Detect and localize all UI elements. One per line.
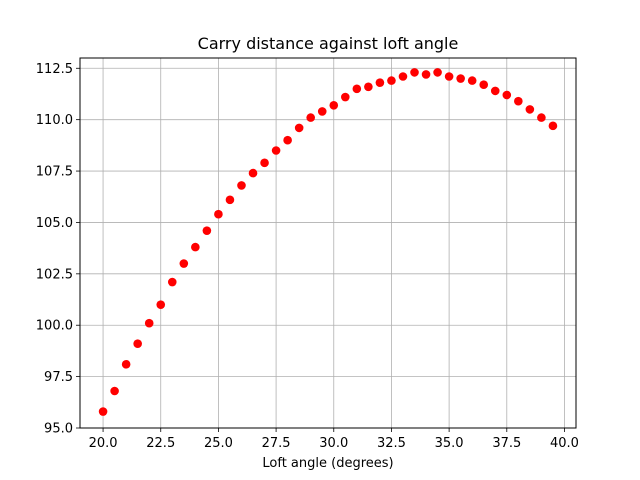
x-axis-label: Loft angle (degrees) — [262, 456, 393, 471]
data-point — [202, 226, 212, 235]
data-point — [179, 259, 189, 268]
data-point — [364, 82, 373, 92]
data-point — [375, 78, 385, 87]
data-point — [479, 80, 489, 90]
data-point — [237, 181, 246, 190]
y-tick-label: 110.0 — [36, 113, 73, 128]
data-point — [537, 113, 546, 122]
data-point — [525, 105, 535, 114]
data-point — [387, 76, 396, 85]
data-point — [502, 90, 512, 100]
data-point — [248, 168, 258, 178]
data-point — [317, 107, 327, 116]
data-point — [98, 407, 108, 416]
x-tick-label: 20.0 — [89, 436, 118, 451]
data-point — [225, 195, 235, 205]
x-tick-label: 27.5 — [262, 436, 291, 451]
plot-frame — [79, 57, 577, 429]
x-tick-label: 37.5 — [492, 436, 521, 451]
y-tick-label: 112.5 — [36, 62, 73, 77]
x-tick-label: 40.0 — [550, 436, 579, 451]
y-tick-label: 97.5 — [44, 370, 73, 385]
data-point — [421, 70, 431, 79]
data-point — [167, 277, 177, 287]
data-point — [121, 359, 131, 369]
data-point — [433, 68, 442, 77]
x-axis-ticks: 20.0 22.5 25.0 27.5 30.0 32.5 35.0 37.5 40.0 — [89, 428, 579, 451]
data-point — [260, 158, 269, 168]
data-point — [490, 86, 500, 96]
data-point — [341, 92, 350, 102]
y-tick-label: 107.5 — [36, 165, 73, 180]
data-point — [214, 209, 223, 219]
data-point — [110, 386, 119, 396]
data-point — [548, 121, 558, 131]
data-point — [514, 96, 523, 106]
data-point — [352, 84, 362, 94]
data-point — [294, 123, 304, 133]
data-point — [410, 68, 419, 77]
y-tick-label: 105.0 — [36, 216, 73, 231]
data-point — [283, 135, 292, 145]
data-point — [444, 72, 454, 81]
y-tick-label: 102.5 — [36, 267, 73, 282]
data-point — [144, 318, 154, 328]
data-point — [156, 300, 166, 309]
x-tick-label: 30.0 — [319, 436, 348, 451]
data-point — [271, 146, 281, 155]
data-point — [467, 76, 477, 85]
data-point — [456, 74, 465, 83]
data-point — [329, 100, 339, 110]
y-axis-ticks: 95.0 97.5 100.0 102.5 105.0 107.5 110.0 112.5 — [36, 62, 80, 437]
data-point — [306, 113, 315, 122]
x-tick-label: 25.0 — [204, 436, 233, 451]
chart-title: Carry distance against loft angle — [198, 34, 459, 53]
data-point — [398, 72, 408, 81]
y-tick-label: 100.0 — [36, 319, 73, 334]
x-tick-label: 32.5 — [377, 436, 406, 451]
x-tick-label: 35.0 — [435, 436, 464, 451]
data-points — [98, 68, 558, 416]
data-point — [191, 242, 200, 252]
data-point — [133, 339, 142, 349]
x-tick-label: 22.5 — [146, 436, 175, 451]
y-tick-label: 95.0 — [44, 422, 73, 437]
plot-area — [80, 58, 576, 428]
